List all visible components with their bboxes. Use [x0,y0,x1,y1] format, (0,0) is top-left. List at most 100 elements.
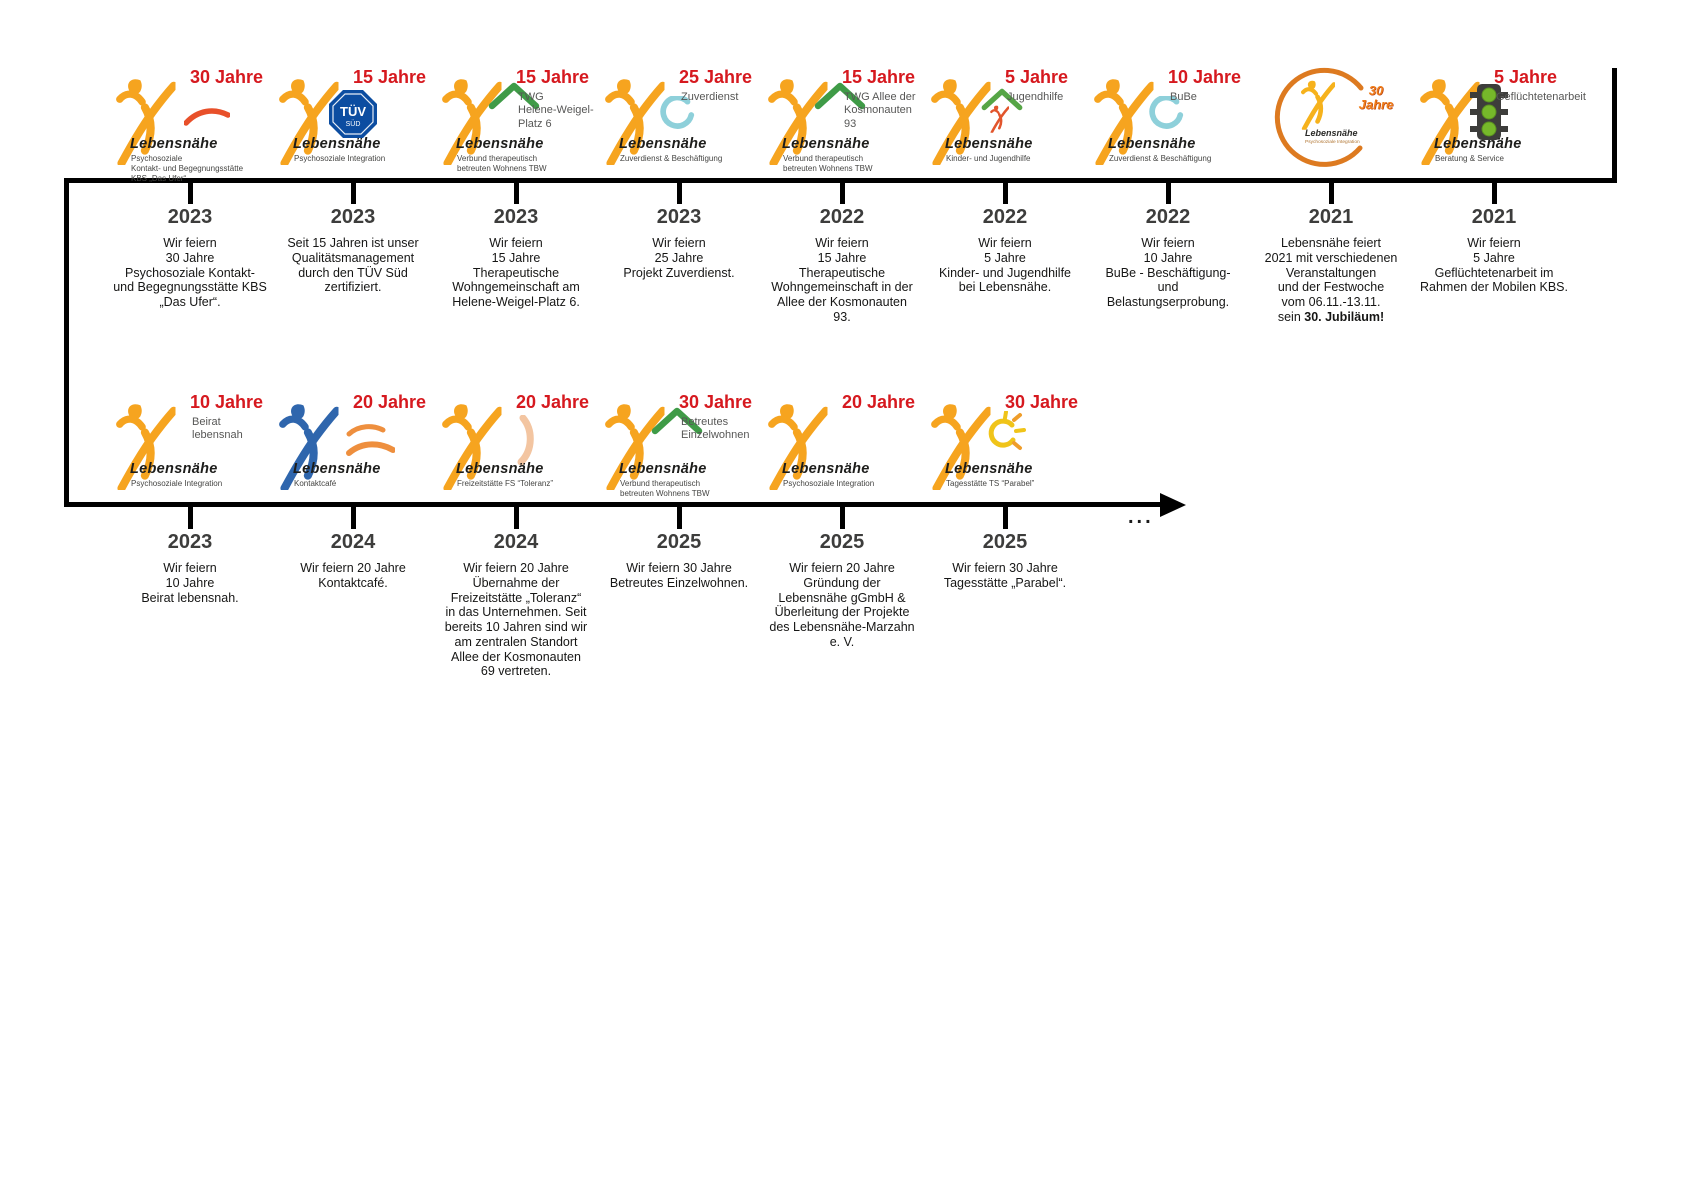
anniversary-label: 30 Jahre [190,67,264,87]
year-label: 2021 [1471,206,1517,228]
milestone-description: Wir feiern 5 Jahre Geflüchtetenarbeit im… [1420,236,1568,295]
milestone-description: Wir feiern 30 Jahre Betreutes Einzelwohn… [609,561,749,590]
roof-icon [981,88,1023,111]
brand-subtitle: Freizeitstätte FS “Toleranz” [457,479,554,488]
timeline-tick [1002,503,1008,529]
brand-wordmark: Lebensnähe [945,136,1033,152]
timeline-entry: 30 Jahre Betreutes Einzelwohnen Lebensnä… [597,387,761,591]
logo: 20 Jahre Lebensnähe Freizeitstätte FS “T… [434,387,598,503]
logo: 5 Jahre Jugendhilfe Lebensnähe Kinder- u… [923,62,1087,178]
brand-wordmark: Lebensnähe [945,461,1033,477]
logo: TÜV SÜD 15 Jahre Lebensnähe Psychosozial… [271,62,435,178]
logo-side-label: Beirat lebensnah [192,416,243,442]
tail-bold-text: 30. Jubiläum! [1304,309,1385,324]
milestone-description: Wir feiern 20 Jahre Kontaktcafé. [300,561,406,590]
timeline-tick [1002,178,1008,204]
logo-side-label: TWG Helene-Weigel- Platz 6 [518,91,594,130]
brand-wordmark: Lebensnähe [619,136,707,152]
milestone-description: Wir feiern 20 Jahre Übernahme der Freize… [444,561,588,679]
brand-wordmark: Lebensnähe [130,461,218,477]
badge-text-bottom: SÜD [346,120,361,128]
year-label: 2022 [1145,206,1191,228]
milestone-description: Wir feiern 25 Jahre Projekt Zuverdienst. [623,236,735,280]
brand-subtitle: Kontaktcafé [294,479,337,488]
brand-wordmark: Lebensnähe [130,136,218,152]
logo: 20 Jahre Lebensnähe Psychosoziale Integr… [760,387,924,503]
timeline-tick [513,503,519,529]
year-label: 2021 [1308,206,1354,228]
timeline-right-stub [1612,68,1617,183]
anniversary-label: 30 Jahre [1358,83,1394,113]
logo-side-label: Betreutes Einzelwohnen [681,416,750,442]
brand-wordmark: Lebensnähe [1305,128,1358,138]
timeline-entry: 30 Jahre Lebensnähe Psychosoziale Kontak… [108,62,272,310]
year-label: 2025 [819,531,865,553]
teal-circle-icon [660,96,695,129]
sun-icon [988,411,1026,450]
timeline-entry: 20 Jahre Lebensnähe Freizeitstätte FS “T… [434,387,598,679]
continuation-ellipsis: ... [1128,506,1154,528]
timeline-left-connector [64,178,69,507]
brand-subtitle: Psychosoziale Integration [1305,140,1360,145]
brand-subtitle: Beratung & Service [1435,154,1504,163]
anniversary-label: 5 Jahre [1494,67,1558,87]
anniversary-label: 20 Jahre [516,392,590,412]
logo: 5 Jahre Geflüchtetenarbeit Lebensnähe Be… [1412,62,1586,178]
timeline-entry: 20 Jahre Lebensnähe Psychosoziale Integr… [760,387,924,650]
timeline-tick [350,503,356,529]
brand-subtitle: Zuverdienst & Beschäftigung [1109,154,1212,163]
timeline-tick [676,503,682,529]
milestone-description: Wir feiern 5 Jahre Kinder- und Jugendhil… [938,236,1072,295]
year-label: 2023 [330,206,376,228]
anniversary-label: 15 Jahre [516,67,590,87]
milestone-description: Wir feiern 15 Jahre Therapeutische Wohng… [452,236,580,309]
timeline-entry: 15 Jahre TWG Allee der Kosmonauten 93 Le… [760,62,924,325]
milestone-description: Seit 15 Jahren ist unser Qualitätsmanage… [287,236,419,295]
logo-side-label: Geflüchtetenarbeit [1496,91,1586,103]
milestone-description: Wir feiern 30 Jahre Tagesstätte „Parabel… [943,561,1067,590]
timeline-entry: 5 Jahre Jugendhilfe Lebensnähe Kinder- u… [923,62,1087,295]
brand-wordmark: Lebensnähe [782,136,870,152]
timeline-entry: 20 Jahre Lebensnähe Kontaktcafé 2024 Wir… [271,387,435,591]
brand-wordmark: Lebensnähe [293,136,381,152]
year-label: 2022 [819,206,865,228]
logo: 30 Jahre Betreutes Einzelwohnen Lebensnä… [597,387,761,503]
timeline-entry: 5 Jahre Geflüchtetenarbeit Lebensnähe Be… [1412,62,1586,295]
30-jahre-circle-icon [1274,67,1364,167]
teal-circle-icon [1149,96,1184,129]
year-label: 2023 [656,206,702,228]
milestone-description: Lebensnähe feiert 2021 mit verschiedenen… [1264,236,1398,309]
brand-subtitle: Verbund therapeutisch betreuten Wohnens … [620,479,710,498]
timeline-tick [187,178,193,204]
child-figure-icon [989,104,1009,133]
logo-side-label: Jugendhilfe [1007,91,1064,103]
logo: 15 Jahre TWG Allee der Kosmonauten 93 Le… [760,62,924,178]
timeline-tick [839,503,845,529]
anniversary-label: 10 Jahre [190,392,264,412]
roof-icon [651,407,703,435]
roof-icon [814,82,866,110]
timeline-entry: 10 Jahre Beirat lebensnah Lebensnähe Psy… [108,387,272,605]
brand-wordmark: Lebensnähe [619,461,707,477]
brand-wordmark: Lebensnähe [782,461,870,477]
logo-side-label: BuBe [1170,91,1197,103]
logo: 10 Jahre Beirat lebensnah Lebensnähe Psy… [108,387,272,503]
anniversary-label: 25 Jahre [679,67,753,87]
roof-icon [488,82,540,110]
tail-text: sein [1277,309,1305,324]
logo: 20 Jahre Lebensnähe Kontaktcafé [271,387,435,503]
year-label: 2023 [167,206,213,228]
year-label: 2024 [330,531,376,553]
anniversary-label: 20 Jahre [353,392,427,412]
timeline-entry: TÜV SÜD 15 Jahre Lebensnähe Psychosozial… [271,62,435,295]
logo-side-label: Zuverdienst [681,91,739,103]
timeline-tick [839,178,845,204]
timeline-tick [350,178,356,204]
brand-subtitle: Psychosoziale Integration [783,479,875,488]
logo: 25 Jahre Zuverdienst Lebensnähe Zuverdie… [597,62,761,178]
tuev-sued-badge-icon: TÜV SÜD [329,90,377,138]
anniversary-label: 30 Jahre [1005,392,1079,412]
milestone-description: Wir feiern 10 Jahre Beirat lebensnah. [141,561,239,605]
brand-wordmark: Lebensnähe [1434,136,1522,152]
anniversary-label: 10 Jahre [1168,67,1242,87]
